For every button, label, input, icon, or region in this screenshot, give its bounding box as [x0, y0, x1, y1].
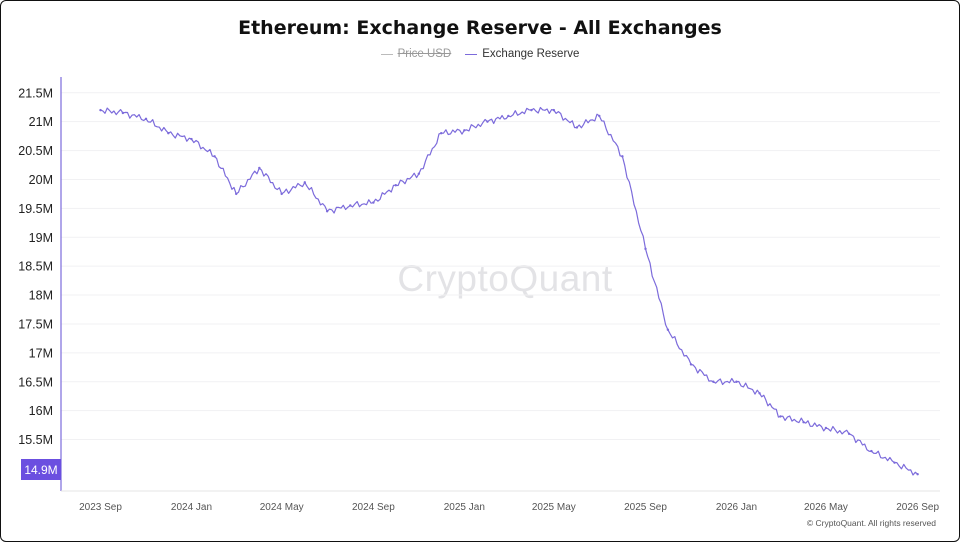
x-tick-label: 2024 Jan	[171, 502, 212, 513]
legend-label-exchange-reserve: Exchange Reserve	[482, 48, 580, 60]
data-point[interactable]	[190, 137, 193, 141]
data-point[interactable]	[440, 132, 443, 135]
legend-item-price-usd[interactable]: Price USD	[380, 48, 452, 60]
legend-label-price-usd: Price USD	[397, 48, 452, 60]
y-tick-label: 17M	[29, 346, 53, 360]
y-tick-label: 17.5M	[18, 317, 53, 331]
data-point[interactable]	[280, 192, 283, 196]
grid-lines	[61, 92, 940, 441]
data-point[interactable]	[712, 380, 715, 383]
data-point[interactable]	[417, 172, 421, 175]
y-tick-label: 19M	[29, 231, 53, 245]
data-point[interactable]	[530, 108, 533, 112]
data-point[interactable]	[372, 201, 375, 204]
x-axis-ticks: 2023 Sep 2024 Jan 2024 May 2024 Sep 2025 Jan…	[79, 502, 939, 513]
data-point[interactable]	[621, 155, 624, 158]
data-point[interactable]	[735, 380, 738, 383]
chart-legend: Price USD Exchange Reserve	[0, 48, 960, 60]
y-tick-label: 20M	[29, 173, 53, 187]
y-tick-label: 21M	[29, 115, 53, 129]
last-value-badge: 14.9M	[21, 459, 61, 480]
data-point[interactable]	[598, 114, 601, 118]
data-point[interactable]	[552, 108, 556, 112]
data-point[interactable]	[758, 392, 761, 395]
chart-title: Ethereum: Exchange Reserve - All Exchang…	[238, 17, 722, 39]
copyright-credit: © CryptoQuant. All rights reserved	[806, 518, 936, 528]
series-line-exchange-reserve	[100, 106, 918, 476]
data-point[interactable]	[507, 114, 510, 118]
data-point[interactable]	[167, 132, 170, 135]
watermark: CryptoQuant	[397, 258, 613, 299]
data-point[interactable]	[121, 111, 125, 115]
y-tick-label: 15.5M	[18, 433, 53, 447]
data-point[interactable]	[916, 473, 919, 476]
data-point[interactable]	[235, 192, 238, 196]
x-tick-label: 2026 Sep	[896, 502, 939, 513]
x-tick-label: 2023 Sep	[79, 502, 122, 513]
y-tick-label: 18.5M	[18, 260, 53, 274]
data-point[interactable]	[893, 461, 896, 464]
legend-swatch-exchange-reserve	[465, 53, 478, 55]
y-tick-label: 20.5M	[18, 144, 53, 158]
series-points	[99, 108, 919, 476]
legend-swatch-price-usd	[380, 53, 393, 55]
data-point[interactable]	[394, 184, 397, 187]
data-point[interactable]	[99, 108, 102, 112]
data-point[interactable]	[689, 363, 693, 366]
data-point[interactable]	[802, 421, 805, 424]
data-point[interactable]	[213, 155, 216, 158]
data-point[interactable]	[870, 449, 873, 453]
x-tick-label: 2024 May	[260, 502, 304, 513]
x-tick-label: 2025 Jan	[444, 502, 485, 513]
data-point[interactable]	[847, 432, 851, 435]
data-point[interactable]	[666, 328, 670, 331]
data-point[interactable]	[144, 117, 148, 120]
data-point[interactable]	[575, 126, 579, 129]
x-tick-label: 2026 Jan	[716, 502, 757, 513]
x-tick-label: 2025 Sep	[624, 502, 667, 513]
data-point[interactable]	[644, 247, 647, 251]
x-tick-label: 2026 May	[804, 502, 848, 513]
y-tick-label: 16.5M	[18, 375, 53, 389]
y-tick-label: 18M	[29, 289, 53, 303]
data-point[interactable]	[349, 204, 352, 207]
y-tick-label: 16M	[29, 404, 53, 418]
x-tick-label: 2024 Sep	[352, 502, 395, 513]
x-tick-label: 2025 May	[532, 502, 576, 513]
data-point[interactable]	[486, 120, 489, 123]
data-point[interactable]	[258, 166, 261, 170]
legend-item-exchange-reserve[interactable]: Exchange Reserve	[465, 48, 579, 60]
data-point[interactable]	[463, 129, 466, 132]
y-tick-label: 21.5M	[18, 86, 53, 100]
data-point[interactable]	[303, 181, 306, 184]
y-axis-ticks: 15.5M 16M 16.5M 17M 17.5M 18M 18.5M 19M 19.5M 20M…	[18, 86, 53, 447]
data-point[interactable]	[325, 210, 329, 213]
data-point[interactable]	[779, 415, 782, 418]
data-point[interactable]	[824, 426, 828, 430]
y-tick-label: 19.5M	[18, 202, 53, 216]
